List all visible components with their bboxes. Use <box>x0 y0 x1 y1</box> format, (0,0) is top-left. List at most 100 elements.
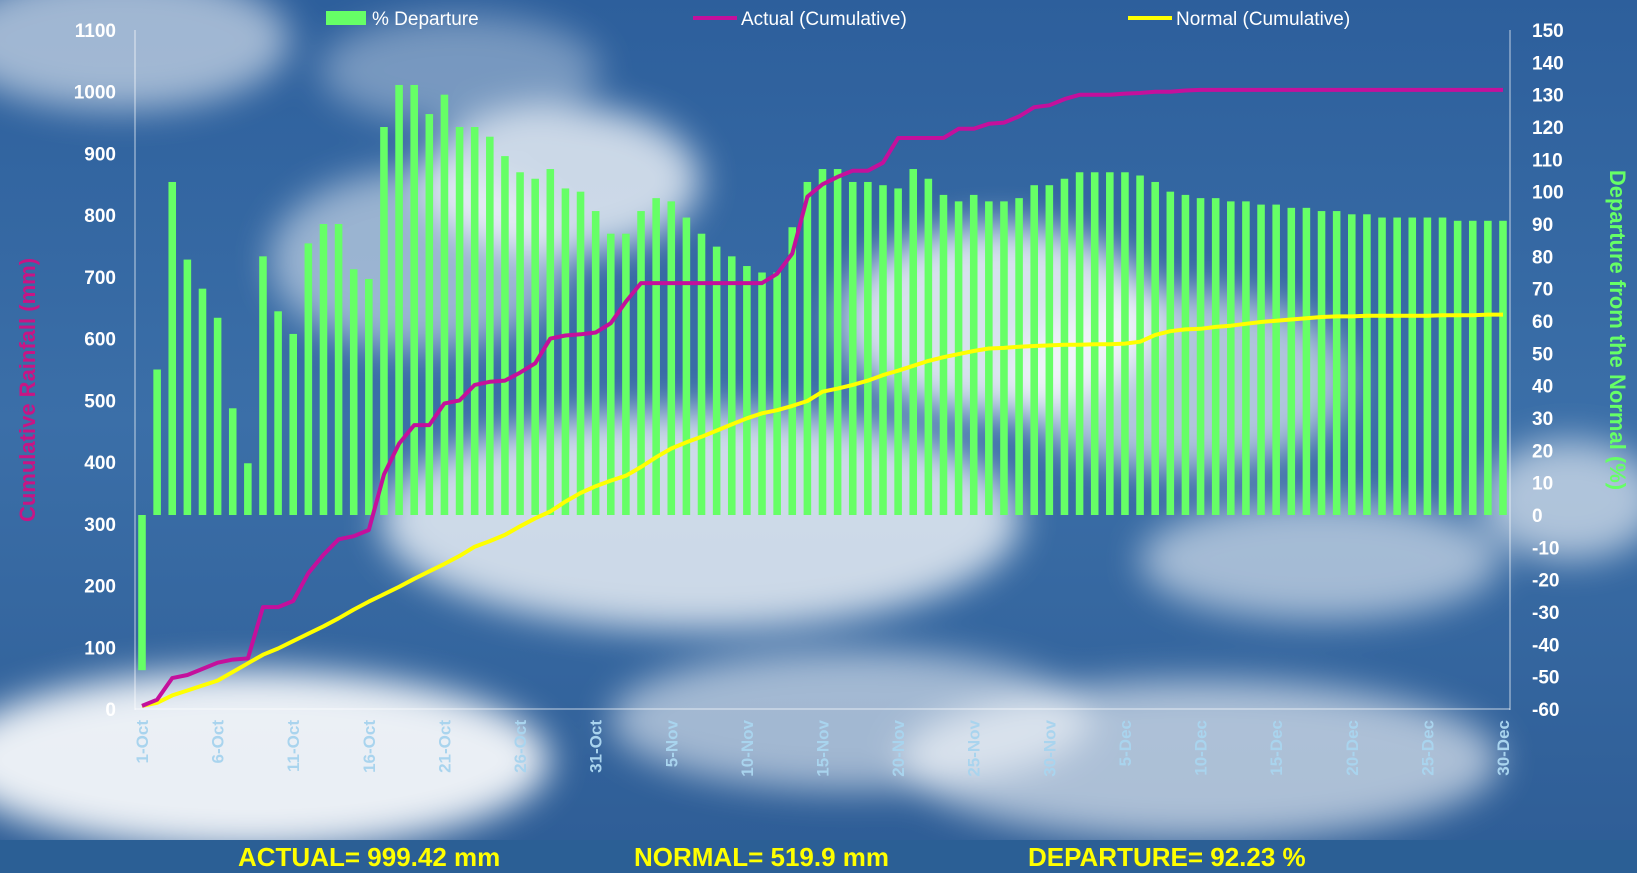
departure-bar <box>440 94 449 516</box>
departure-bar <box>1408 217 1417 516</box>
departure-bar <box>591 211 600 516</box>
right-tick-label: 30 <box>1532 409 1553 430</box>
departure-bar <box>1453 220 1462 515</box>
departure-bar <box>637 211 645 516</box>
departure-bar <box>213 317 222 515</box>
x-tick-label: 1-Oct <box>133 720 152 764</box>
right-tick-label: 60 <box>1532 312 1553 333</box>
x-tick-label: 11-Oct <box>284 720 303 772</box>
left-tick-label: 300 <box>84 515 116 536</box>
right-axis-ticks: -60 -50 -40 -30 -20 -10 0 10 20 30 40 50 60 70 80 90 100… <box>1532 21 1564 721</box>
departure-bar <box>833 169 842 516</box>
x-tick-label: 26-Oct <box>511 720 530 773</box>
departure-bar <box>758 272 766 515</box>
departure-bar <box>1196 198 1205 515</box>
x-tick-label: 31-Oct <box>587 720 606 773</box>
left-axis-title: Cumulative Rainfall (mm) <box>15 258 40 522</box>
x-tick-label: 30-Nov <box>1040 719 1059 776</box>
departure-bar <box>228 408 237 515</box>
departure-bar <box>894 188 902 515</box>
x-tick-label: 21-Oct <box>435 720 454 773</box>
left-tick-label: 400 <box>84 453 116 474</box>
departure-bar <box>425 114 434 516</box>
departure-bar <box>1136 175 1144 515</box>
departure-bar <box>501 156 509 515</box>
right-tick-label: 10 <box>1532 474 1553 495</box>
departure-bar <box>1347 214 1356 516</box>
normal-total: NORMAL= 519.9 mm <box>634 842 890 872</box>
departure-bar <box>1211 198 1220 515</box>
departure-bar <box>954 201 963 515</box>
departure-bar <box>697 233 706 515</box>
departure-bar <box>1000 201 1008 515</box>
right-tick-label: -60 <box>1532 700 1559 721</box>
summary-footer: ACTUAL= 999.42 mm NORMAL= 519.9 mm DEPAR… <box>0 840 1637 873</box>
departure-bar <box>455 127 464 515</box>
left-axis-ticks: 0 100 200 300 400 500 600 700 800 900 1000 1100 <box>74 21 116 721</box>
departure-total: DEPARTURE= 92.23 % <box>1028 842 1306 872</box>
departure-bar <box>939 194 948 515</box>
departure-bar <box>879 185 887 515</box>
left-tick-label: 700 <box>84 268 116 289</box>
right-tick-label: 120 <box>1532 118 1564 139</box>
departure-bar <box>1363 214 1371 516</box>
departure-bar <box>1332 211 1341 516</box>
x-tick-label: 20-Nov <box>889 719 908 776</box>
departure-bar <box>244 463 252 515</box>
departure-bar <box>1257 204 1265 515</box>
departure-bar <box>1499 220 1507 515</box>
right-tick-label: -50 <box>1532 668 1559 689</box>
departure-bar <box>365 278 373 515</box>
right-tick-label: 0 <box>1532 506 1543 527</box>
left-tick-label: 500 <box>84 391 116 412</box>
right-tick-label: 140 <box>1532 53 1564 74</box>
departure-bar <box>1393 217 1401 516</box>
departure-bar <box>1060 178 1069 515</box>
actual-cumulative-line <box>141 87 1503 708</box>
x-axis-ticks: 1-Oct 6-Oct 11-Oct 16-Oct 21-Oct 26-Oct 31-Oct… <box>133 719 1513 776</box>
departure-bar <box>168 181 177 515</box>
departure-bar <box>1272 204 1280 515</box>
departure-bars <box>138 84 1507 671</box>
departure-bar <box>259 256 267 515</box>
departure-bar <box>727 256 736 515</box>
departure-bar <box>1166 191 1175 515</box>
departure-bar <box>1151 181 1159 515</box>
departure-bar <box>334 224 343 515</box>
departure-bar <box>153 369 161 515</box>
departure-bar <box>380 127 388 515</box>
legend-normal-label: Normal (Cumulative) <box>1176 9 1350 30</box>
normal-cumulative-line <box>141 312 1503 708</box>
right-tick-label: 70 <box>1532 280 1553 301</box>
departure-bar <box>410 84 418 515</box>
x-tick-label: 15-Dec <box>1267 720 1286 776</box>
departure-bar <box>773 272 781 515</box>
x-tick-label: 5-Dec <box>1116 720 1135 766</box>
departure-bar <box>516 172 524 515</box>
x-tick-label: 6-Oct <box>209 720 228 764</box>
departure-bar <box>1302 207 1311 516</box>
x-tick-label: 25-Nov <box>965 719 984 776</box>
departure-bar <box>289 333 298 515</box>
left-tick-label: 1000 <box>74 83 116 104</box>
legend-actual-label: Actual (Cumulative) <box>741 9 907 30</box>
x-tick-label: 10-Nov <box>738 719 757 776</box>
departure-bar <box>470 127 479 515</box>
x-tick-label: 5-Nov <box>662 719 681 767</box>
departure-bar <box>561 188 570 515</box>
left-tick-label: 200 <box>84 577 116 598</box>
left-tick-label: 100 <box>84 638 116 659</box>
left-tick-label: 0 <box>105 700 116 721</box>
departure-bar <box>924 178 933 515</box>
departure-bar <box>1045 185 1054 515</box>
actual-total: ACTUAL= 999.42 mm <box>238 842 501 872</box>
departure-bar <box>349 269 358 515</box>
departure-bar <box>1423 217 1432 516</box>
departure-bar <box>803 181 812 515</box>
left-tick-label: 1100 <box>75 21 116 42</box>
right-tick-label: 150 <box>1532 21 1564 42</box>
departure-bar <box>607 233 615 515</box>
departure-bar <box>743 266 751 515</box>
